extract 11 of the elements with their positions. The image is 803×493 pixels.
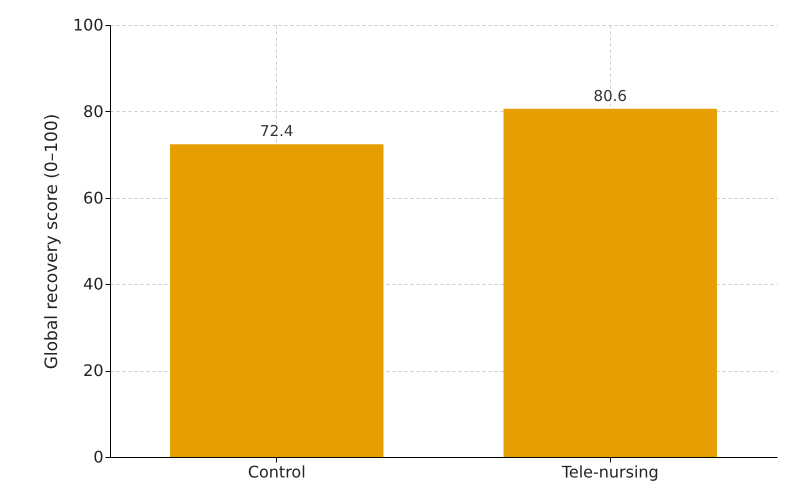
y-tick-label: 20 — [83, 361, 104, 380]
data-label: 72.4 — [260, 122, 294, 140]
data-label: 80.6 — [594, 86, 627, 105]
y-axis-title: Global recovery score (0–100) — [42, 114, 62, 370]
y-tick-label: 80 — [83, 102, 104, 121]
x-tick-label: Tele-nursing — [560, 462, 659, 482]
x-tick-label: Control — [248, 462, 306, 482]
y-tick-label: 0 — [93, 448, 104, 466]
y-tick-label: 60 — [83, 188, 104, 208]
y-tick-label: 100 — [72, 16, 104, 34]
y-tick-label: 40 — [83, 274, 104, 294]
